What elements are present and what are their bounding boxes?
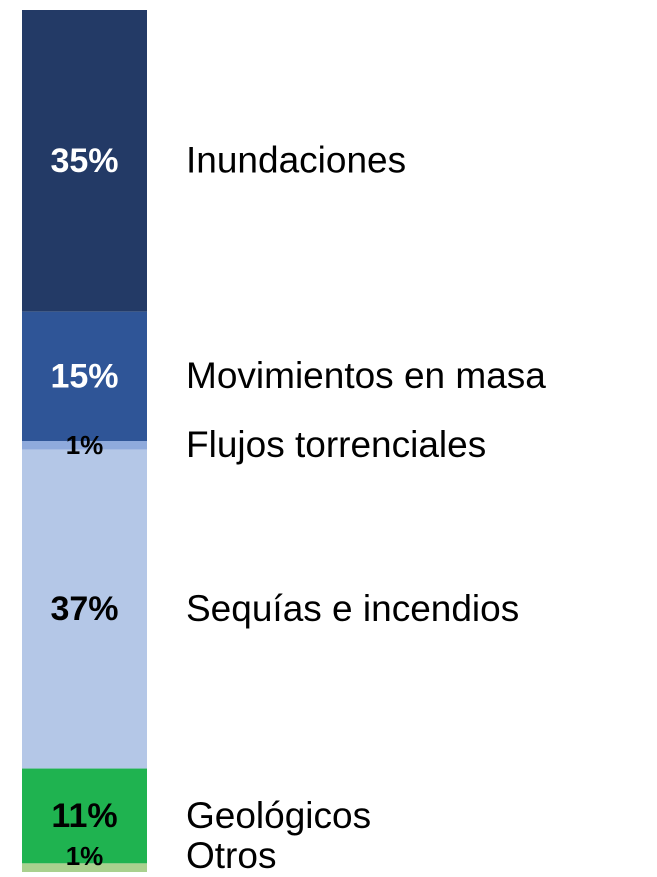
bar-segment xyxy=(22,10,147,312)
legend-label: Geológicos xyxy=(186,795,371,836)
bar-segment xyxy=(22,311,147,441)
bar-segment xyxy=(22,863,147,872)
bar-segment xyxy=(22,441,147,450)
value-label: 1% xyxy=(66,430,104,460)
legend-label: Flujos torrenciales xyxy=(186,424,486,465)
value-label: 15% xyxy=(50,357,118,395)
legend-label: Movimientos en masa xyxy=(186,355,546,396)
legend-label: Otros xyxy=(186,835,276,872)
bar-segment xyxy=(22,768,147,864)
legend-label: Inundaciones xyxy=(186,140,406,181)
legend-label: Sequías e incendios xyxy=(186,588,519,629)
value-label: 35% xyxy=(50,142,118,180)
value-label: 11% xyxy=(51,797,117,835)
value-label: 1% xyxy=(66,841,104,871)
bar-segment xyxy=(22,449,147,769)
value-label: 37% xyxy=(50,590,118,628)
